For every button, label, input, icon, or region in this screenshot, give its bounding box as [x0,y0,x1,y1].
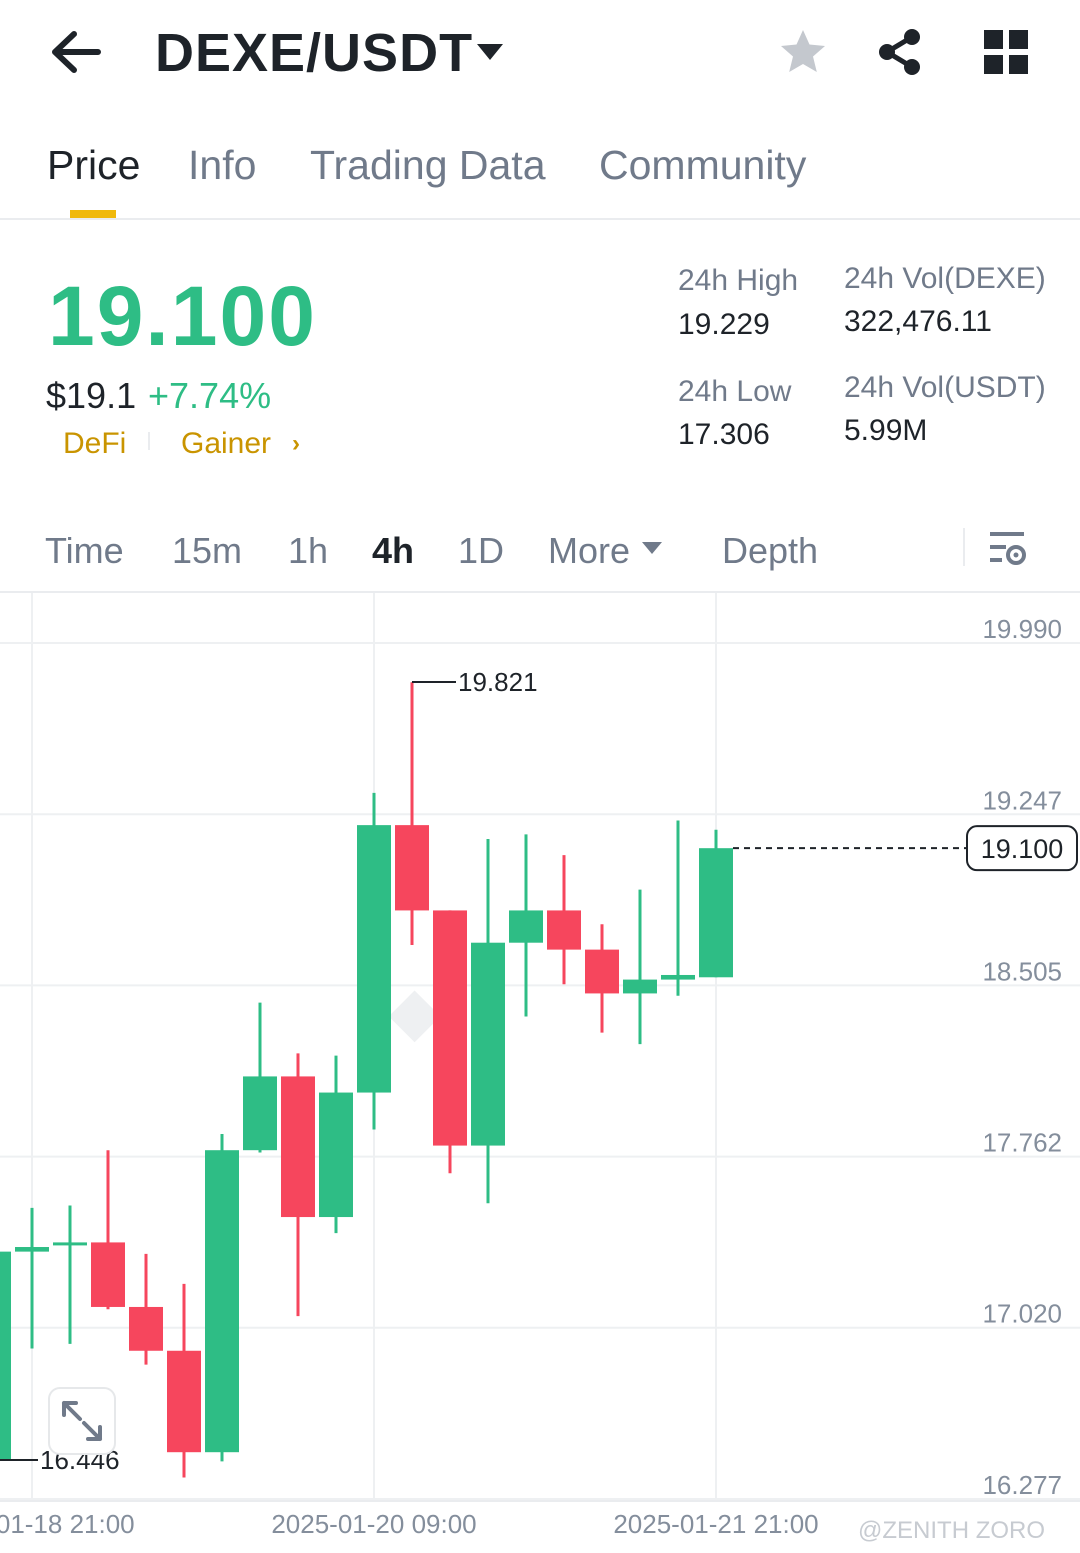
candle-body [395,825,429,911]
candle [661,820,695,996]
candle-body [509,910,543,943]
candle-body [129,1306,163,1351]
tab-price[interactable]: Price [47,142,141,188]
price-tick-label: 16.277 [982,1470,1062,1500]
chevron-right-icon[interactable]: › [292,430,300,457]
tab-info[interactable]: Info [188,142,257,188]
time-tick-label: 2025-01-20 09:00 [271,1509,476,1539]
candle [699,829,733,978]
grid-lines [0,593,1080,1502]
candle [167,1283,201,1478]
tab-community[interactable]: Community [599,142,807,188]
price-tick-label: 19.990 [982,614,1062,644]
candle [395,682,429,946]
interval-15m[interactable]: 15m [172,530,243,571]
current-price-label: 19.100 [981,834,1064,864]
candle-body [433,910,467,1146]
time-tick-label: 2025-01-18 21:00 [0,1509,135,1539]
candles [0,682,733,1478]
candle [357,792,391,1130]
stat-high-value: 19.229 [678,308,770,341]
candle [205,1134,239,1462]
candle [281,1053,315,1317]
candle [623,889,657,1045]
time-tick-label: 2025-01-21 21:00 [613,1509,818,1539]
candle [319,1055,353,1234]
last-price: 19.100 [48,269,317,363]
usd-price: $19.1 [46,375,137,416]
candle-body [205,1150,239,1453]
candle [471,838,505,1204]
candle [509,834,543,1017]
share-icon[interactable] [874,26,926,78]
interval-depth[interactable]: Depth [722,530,819,571]
candle [0,1251,11,1460]
star-icon[interactable] [778,27,828,77]
candle [15,1207,49,1349]
pair-title[interactable]: DEXE/USDT [155,23,474,83]
candle [53,1205,87,1344]
candle-body [471,942,505,1146]
stat-low-label: 24h Low [678,375,792,408]
tag-gainer[interactable]: Gainer [181,427,272,460]
candle-body [661,974,695,980]
candle [547,855,581,985]
expand-icon [62,1401,102,1441]
interval-1d[interactable]: 1D [458,530,505,571]
stat-vol-quote-value: 5.99M [844,414,928,447]
candle-body [91,1242,125,1307]
candle-body [15,1247,49,1252]
header-bar: DEXE/USDT [0,0,1080,110]
candle-body [357,825,391,1093]
candle [585,924,619,1033]
candle-body [243,1076,277,1151]
stat-vol-quote-label: 24h Vol(USDT) [844,371,1046,404]
candle-body [53,1242,87,1246]
candle [243,1002,277,1153]
high-marker-label: 19.821 [458,667,538,697]
candle-body [281,1076,315,1218]
tab-trading-data[interactable]: Trading Data [310,142,546,188]
interval-1h[interactable]: 1h [288,530,329,571]
candle-body [623,979,657,994]
candle-body [0,1251,11,1460]
candle-body [699,848,733,978]
stat-vol-base-value: 322,476.11 [844,305,992,338]
price-tick-label: 19.247 [982,785,1062,815]
interval-more[interactable]: More [548,530,631,571]
interval-divider [963,528,965,566]
stat-low-value: 17.306 [678,418,770,451]
arrow-left-icon[interactable] [50,30,102,74]
tag-divider [148,432,150,450]
chart-settings-icon[interactable] [988,528,1028,568]
grid-icon[interactable] [982,28,1030,76]
tag-defi[interactable]: DeFi [63,427,127,460]
candle-body [167,1350,201,1453]
caret-down-icon[interactable] [475,40,505,64]
interval-4h[interactable]: 4h [372,530,415,571]
price-tick-label: 18.505 [982,956,1062,986]
candle-body [319,1092,353,1218]
price-tick-label: 17.020 [982,1299,1062,1329]
price-tick-label: 17.762 [982,1128,1062,1158]
interval-time[interactable]: Time [45,530,124,571]
stat-vol-base-label: 24h Vol(DEXE) [844,262,1046,295]
candle [433,910,467,1174]
candle [91,1150,125,1310]
caret-down-icon[interactable] [641,540,663,556]
candlestick-chart[interactable]: ◆ 19.990 19.247 18.505 17.762 17.020 16.277 20… [0,593,1080,1553]
exchange-watermark: ◆ [388,975,441,1047]
fullscreen-button[interactable] [48,1387,116,1455]
chart-top-border [0,591,1080,593]
candle [129,1253,163,1365]
stat-high-label: 24h High [678,264,799,297]
axis-labels: 19.990 19.247 18.505 17.762 17.020 16.277 2025… [0,614,1078,1539]
watermark: @ZENITH ZORO [858,1517,1046,1544]
candle-body [547,910,581,950]
change-percent: +7.74% [148,375,272,416]
tabs-divider [0,218,1080,220]
current-price-box [966,825,1078,872]
active-tab-indicator [70,210,116,218]
candle-body [585,949,619,994]
